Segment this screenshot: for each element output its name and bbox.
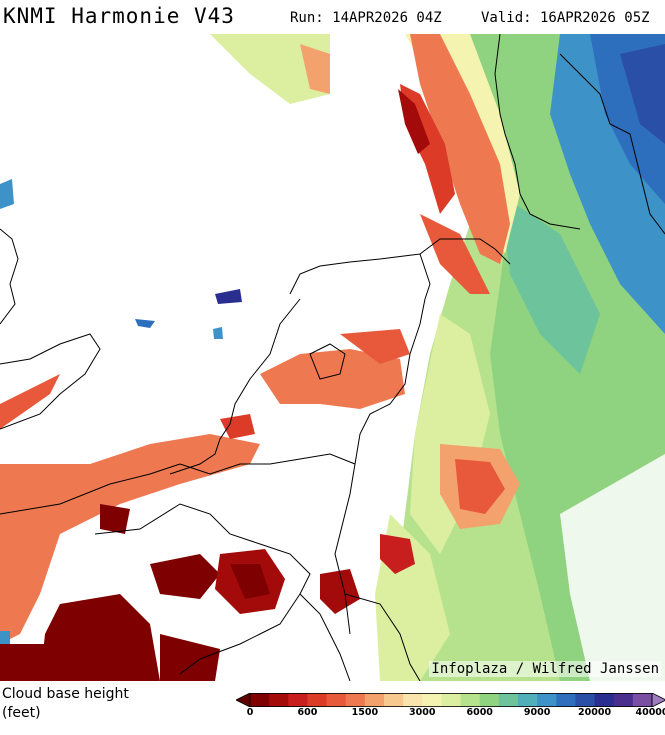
color-bar-segment — [345, 693, 366, 707]
legend-title-line1: Cloud base height — [2, 686, 129, 702]
color-bar-segment — [479, 693, 500, 707]
cloud-field-darkred-south — [0, 504, 360, 681]
color-bar-segment — [498, 693, 519, 707]
cloud-field-red-north — [300, 34, 510, 294]
color-bar-segment — [441, 693, 462, 707]
borders — [94, 298, 426, 681]
color-bar-tick-label: 20000 — [578, 707, 612, 718]
color-bar-segment — [364, 693, 385, 707]
legend-title: Cloud base height (feet) — [2, 685, 129, 723]
color-bar-tick-label: 6000 — [466, 707, 493, 718]
color-bar-tick-label: 40000 — [635, 707, 665, 718]
color-bar-segment — [594, 693, 615, 707]
color-bar-outline — [249, 693, 653, 707]
color-bar-segment — [518, 693, 538, 707]
color-bar-min-arrow — [236, 693, 251, 707]
color-bar-tick-label: 0 — [246, 707, 254, 718]
color-bar-tick-label: 600 — [297, 707, 318, 718]
forecast-map — [0, 34, 665, 681]
cloud-field-orange-west — [0, 329, 410, 644]
color-bar-segment — [613, 693, 634, 707]
color-bar-segment — [326, 693, 347, 707]
coastlines — [0, 34, 665, 515]
color-bar-segment — [269, 693, 289, 707]
color-bar-tick-label: 9000 — [523, 707, 551, 718]
color-bar-segment — [307, 693, 328, 707]
color-bar-segment — [556, 693, 576, 707]
map-credit: Infoplaza / Wilfred Janssen — [429, 661, 661, 677]
color-bar-segment — [384, 693, 404, 707]
cloud-field-blue — [500, 34, 665, 374]
color-bar-segment — [632, 693, 653, 707]
color-bar-segment — [403, 693, 423, 707]
color-bar — [236, 693, 665, 707]
run-time: Run: 14APR2026 04Z — [290, 10, 442, 26]
valid-time: Valid: 16APR2026 05Z — [481, 10, 650, 26]
color-bar-tick-label: 3000 — [409, 707, 436, 718]
color-bar-segment — [460, 693, 481, 707]
color-bar-tick-label: 1500 — [351, 707, 379, 718]
color-bar-segment — [250, 693, 270, 707]
color-bar-segment — [422, 693, 442, 707]
color-bar-segment — [288, 693, 308, 707]
color-bar-segment — [575, 693, 596, 707]
color-bar-ticks: 0 600 1500 3000 6000 9000 20000 40000 — [236, 707, 665, 721]
chart-title: KNMI Harmonie V43 — [3, 4, 235, 28]
legend-title-line2: (feet) — [2, 705, 41, 721]
color-bar-max-arrow — [651, 693, 665, 707]
color-bar-segment — [537, 693, 557, 707]
